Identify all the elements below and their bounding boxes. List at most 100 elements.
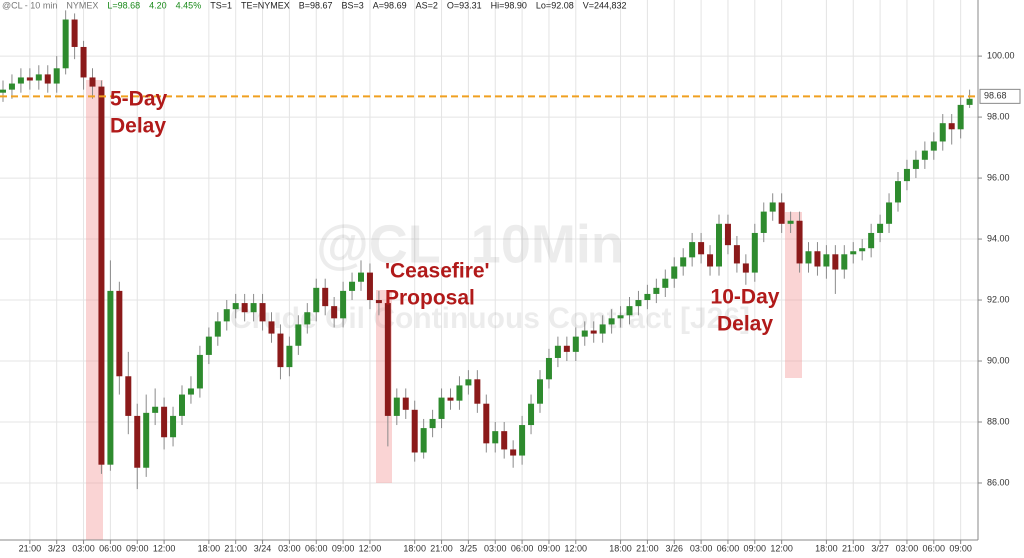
annotation: 10-Day <box>711 286 780 309</box>
candle-body <box>528 403 535 426</box>
x-tick-label: 09:00 <box>744 543 767 553</box>
candle-body <box>205 336 212 355</box>
candle-body <box>393 397 400 416</box>
candle-body <box>626 306 633 316</box>
header-item: V=244,832 <box>583 0 627 10</box>
x-tick-label: 21:00 <box>19 543 42 553</box>
candle-body <box>322 287 329 307</box>
candle-body <box>930 141 937 151</box>
header-item: 4.45% <box>176 0 202 10</box>
x-tick-label: 09:00 <box>949 543 972 553</box>
x-tick-label: 06:00 <box>305 543 328 553</box>
x-tick-label: 06:00 <box>99 543 122 553</box>
candle-body <box>724 223 731 246</box>
candle-body <box>268 321 275 334</box>
candle-body <box>921 150 928 160</box>
candle-body <box>375 300 382 304</box>
x-tick-label: 12:00 <box>565 543 588 553</box>
candle-body <box>447 397 454 401</box>
x-tick-label: 03:00 <box>690 543 713 553</box>
candle-body <box>98 86 105 465</box>
x-tick-label: 03:00 <box>484 543 507 553</box>
x-tick-label: 3/23 <box>48 543 66 553</box>
candle-body <box>554 345 561 358</box>
y-tick-label: 92.00 <box>987 294 1010 304</box>
header-item: TS=1 <box>210 0 232 10</box>
candle-body <box>89 77 96 87</box>
candle-body <box>286 345 293 368</box>
candle-body <box>850 251 857 255</box>
x-tick-label: 06:00 <box>717 543 740 553</box>
y-tick-label: 94.00 <box>987 233 1010 243</box>
candle-body <box>80 46 87 78</box>
candle-body <box>760 211 767 233</box>
header-item: A=98.69 <box>373 0 407 10</box>
candle-body <box>796 220 803 264</box>
candle-body <box>411 409 418 453</box>
candle-body <box>44 74 51 84</box>
y-tick-label: 90.00 <box>987 355 1010 365</box>
x-tick-label: 18:00 <box>609 543 632 553</box>
x-tick-label: 21:00 <box>842 543 865 553</box>
candle-body <box>8 83 15 90</box>
y-tick-label: 96.00 <box>987 172 1010 182</box>
candle-body <box>259 303 266 322</box>
y-tick-label: 88.00 <box>987 416 1010 426</box>
header-item: Lo=92.08 <box>536 0 574 10</box>
candle-body <box>71 19 78 47</box>
candle-body <box>277 333 284 368</box>
candle-body <box>331 306 338 319</box>
candle-body <box>214 321 221 337</box>
candle-body <box>823 254 830 267</box>
x-tick-label: 06:00 <box>511 543 534 553</box>
watermark-symbol: @CL_10Min <box>316 214 624 274</box>
price-tag-label: 98.68 <box>984 91 1007 101</box>
candle-body <box>644 293 651 301</box>
candle-body <box>26 77 33 81</box>
candle-body <box>510 449 517 456</box>
candle-body <box>125 376 132 416</box>
candle-body <box>304 312 311 325</box>
candle-body <box>340 290 347 319</box>
header-item: NYMEX <box>66 0 98 10</box>
candle-body <box>223 309 230 322</box>
candle-body <box>680 257 687 267</box>
candle-body <box>17 77 24 84</box>
candle-body <box>152 406 159 413</box>
candle-body <box>501 431 508 450</box>
candle-body <box>313 287 320 313</box>
candle-body <box>179 394 185 416</box>
candle-body <box>814 251 821 267</box>
candle-body <box>358 272 364 282</box>
candle-body <box>402 397 409 410</box>
x-tick-label: 09:00 <box>126 543 149 553</box>
candle-body <box>384 303 391 416</box>
header-item: BS=3 <box>342 0 364 10</box>
candle-body <box>429 418 436 429</box>
candle-body <box>170 415 177 438</box>
header-item: O=93.31 <box>447 0 482 10</box>
x-tick-label: 21:00 <box>224 543 247 553</box>
candle-body <box>912 159 919 169</box>
candle-body <box>778 202 785 224</box>
candle-body <box>966 98 973 105</box>
annotation: Proposal <box>385 287 475 310</box>
candle-body <box>241 303 248 313</box>
candle-body <box>903 168 910 182</box>
candle-body <box>841 254 848 270</box>
header: @CL - 10 min NYMEX L=98.68 4.20 4.45% TS=1 TE=… <box>2 0 627 10</box>
x-tick-label: 03:00 <box>896 543 919 553</box>
header-item: 4.20 <box>149 0 167 10</box>
candle-body <box>671 266 678 279</box>
header-item: AS=2 <box>416 0 438 10</box>
header-item: Hi=98.90 <box>491 0 527 10</box>
x-tick-label: 12:00 <box>359 543 382 553</box>
header-item: B=98.67 <box>299 0 333 10</box>
candle-body <box>438 397 445 419</box>
candle-body <box>134 415 141 468</box>
candle-body <box>886 202 893 224</box>
candle-body <box>483 403 490 444</box>
annotation: Delay <box>110 115 166 138</box>
